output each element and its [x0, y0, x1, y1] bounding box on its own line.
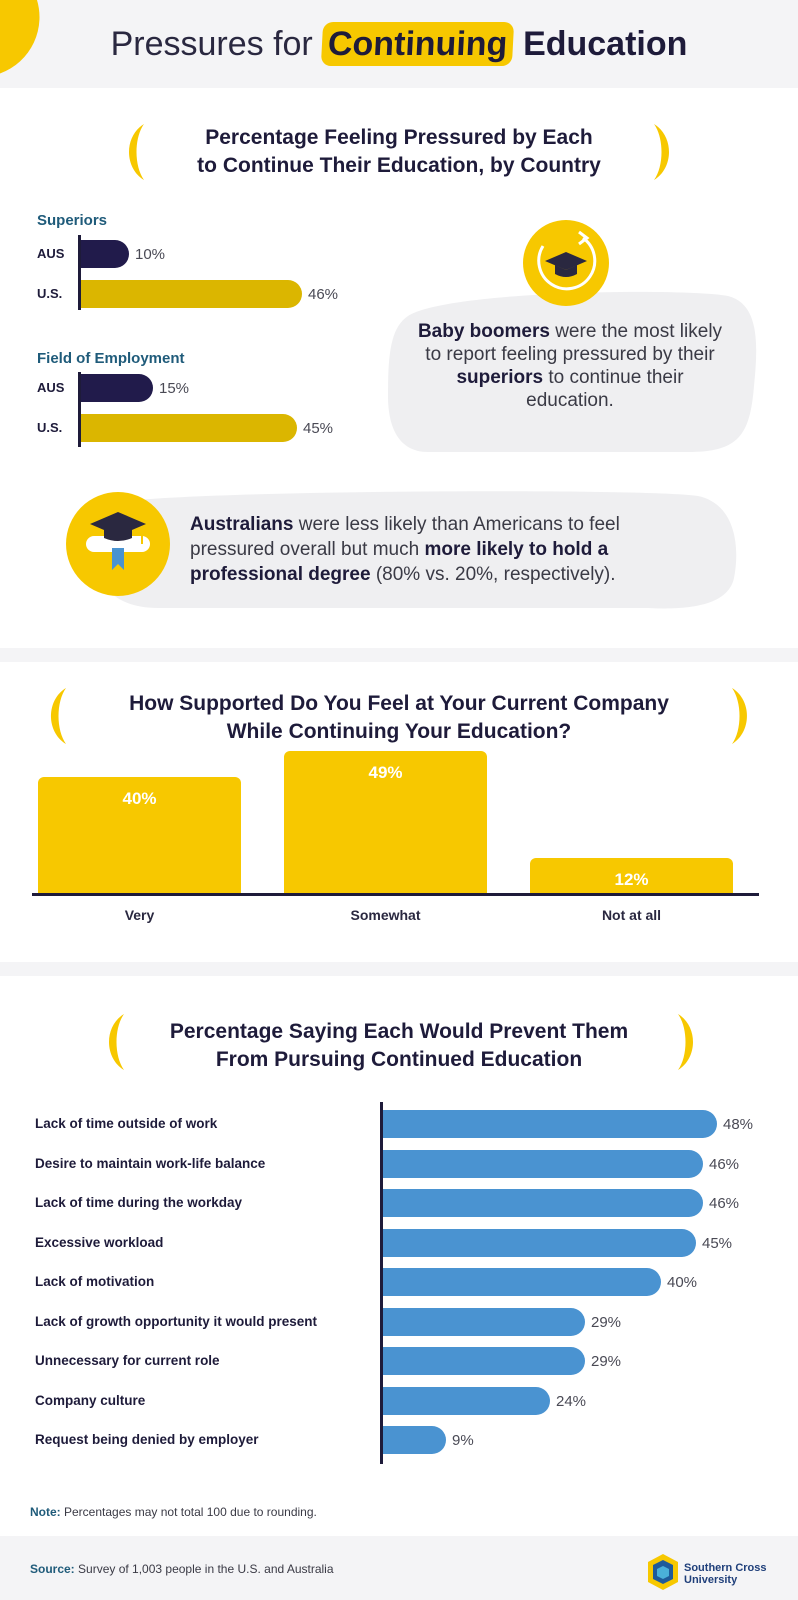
barrier-bar [383, 1426, 446, 1454]
barrier-value-label: 46% [709, 1156, 740, 1173]
support-category-label: Not at all [601, 907, 662, 923]
university-logo-text: Southern Cross University [684, 1562, 767, 1586]
support-axis [32, 893, 759, 896]
barrier-value-label: 48% [723, 1116, 754, 1133]
barrier-category-label: Unnecessary for current role [35, 1353, 220, 1368]
barrier-bar [383, 1110, 717, 1138]
callout-bottom-bold2: more likely to hold a professional degre… [190, 539, 609, 585]
graduation-cap-refresh-icon [523, 220, 609, 306]
barrier-bar [383, 1268, 661, 1296]
barrier-category-label: Desire to maintain work-life balance [35, 1156, 266, 1171]
support-category-label: Very [124, 907, 155, 923]
section2-title: How Supported Do You Feel at Your Curren… [80, 690, 718, 746]
chart1-title: Superiors [37, 212, 108, 229]
chart2-title: Field of Employment [37, 350, 185, 367]
right-bracket-icon [654, 124, 669, 180]
barrier-value-label: 29% [591, 1353, 622, 1370]
callout-right-text2: to continue their education. [526, 367, 684, 411]
country-label: U.S. [37, 286, 63, 301]
barrier-bar [383, 1387, 550, 1415]
source-label: Source: [30, 1562, 75, 1576]
bar [81, 374, 153, 402]
bar [81, 240, 129, 268]
callout-bottom-text: Australians were less likely than Americ… [190, 512, 690, 587]
barrier-value-label: 9% [452, 1432, 474, 1449]
chart1-axis [78, 235, 81, 310]
callout-bottom-bold1: Australians [190, 514, 294, 535]
page-title: Pressures for Continuing Education [0, 22, 798, 66]
barrier-category-label: Lack of growth opportunity it would pres… [35, 1314, 317, 1329]
chart2-axis [78, 372, 81, 447]
barriers-axis [380, 1102, 383, 1464]
bar-value-label: 46% [308, 286, 339, 303]
section3-title-line1: Percentage Saying Each Would Prevent The… [169, 1020, 629, 1043]
support-value-label: 12% [614, 870, 649, 889]
note: Note: Percentages may not total 100 due … [30, 1505, 317, 1519]
barrier-category-label: Lack of time during the workday [35, 1195, 243, 1210]
support-value-label: 40% [122, 789, 157, 808]
barrier-value-label: 40% [667, 1274, 698, 1291]
barrier-value-label: 46% [709, 1195, 740, 1212]
logo-line1: Southern Cross [684, 1562, 767, 1574]
support-value-label: 49% [368, 763, 403, 782]
graduation-cap-diploma-icon [66, 492, 170, 596]
barrier-category-label: Excessive workload [35, 1235, 164, 1250]
barrier-bar [383, 1189, 703, 1217]
country-label: U.S. [37, 420, 63, 435]
section1-title-line2: to Continue Their Education, by Country [197, 154, 601, 177]
barrier-bar [383, 1150, 703, 1178]
support-bar [38, 777, 241, 893]
section3-title-line2: From Pursuing Continued Education [215, 1048, 583, 1071]
bar-value-label: 15% [159, 380, 190, 397]
left-bracket-icon [51, 688, 66, 744]
right-bracket-icon [678, 1014, 693, 1070]
source-text: Survey of 1,003 people in the U.S. and A… [74, 1562, 334, 1576]
callout-bottom-text2: (80% vs. 20%, respectively). [370, 564, 616, 585]
bar [81, 280, 302, 308]
source: Source: Survey of 1,003 people in the U.… [30, 1562, 334, 1576]
title-highlight: Continuing [321, 22, 515, 66]
university-logo-icon [648, 1554, 678, 1590]
note-text: Percentages may not total 100 due to rou… [60, 1505, 317, 1519]
section1-title-line1: Percentage Feeling Pressured by Each [205, 126, 593, 149]
title-post: Education [523, 25, 688, 63]
section1-title: Percentage Feeling Pressured by Each to … [140, 124, 658, 180]
barrier-value-label: 29% [591, 1314, 622, 1331]
support-category-label: Somewhat [350, 907, 421, 923]
callout-right-bold1: Baby boomers [417, 321, 550, 342]
support-bar [284, 751, 487, 893]
logo-line2: University [684, 1574, 738, 1586]
country-label: AUS [37, 246, 65, 261]
section2-title-line2: While Continuing Your Education? [226, 720, 572, 743]
barrier-bar [383, 1347, 585, 1375]
barrier-value-label: 24% [556, 1393, 587, 1410]
section3-title: Percentage Saying Each Would Prevent The… [130, 1018, 668, 1074]
callout-right-bg [388, 291, 757, 452]
barrier-bar [383, 1229, 696, 1257]
callout-bottom-bg [92, 491, 737, 609]
barrier-category-label: Lack of time outside of work [35, 1116, 218, 1131]
bar [81, 414, 297, 442]
callout-right-text: Baby boomers were the most likely to rep… [410, 320, 730, 412]
barrier-category-label: Request being denied by employer [35, 1432, 259, 1447]
bar-value-label: 45% [303, 420, 334, 437]
bar-value-label: 10% [135, 246, 166, 263]
callout-right-text1: were the most likely to report feeling p… [425, 321, 723, 365]
section2-title-line1: How Supported Do You Feel at Your Curren… [129, 692, 669, 715]
left-bracket-icon [109, 1014, 124, 1070]
barrier-value-label: 45% [702, 1235, 733, 1252]
support-bar [530, 858, 733, 893]
barrier-category-label: Lack of motivation [35, 1274, 155, 1289]
right-bracket-icon [732, 688, 747, 744]
barrier-bar [383, 1308, 585, 1336]
barrier-category-label: Company culture [35, 1393, 146, 1408]
title-pre: Pressures for [110, 25, 313, 63]
callout-right-bold2: superiors [456, 367, 544, 388]
left-bracket-icon [129, 124, 144, 180]
country-label: AUS [37, 380, 65, 395]
note-label: Note: [30, 1505, 61, 1519]
callout-bottom-text1: were less likely than Americans to feel … [190, 514, 620, 560]
